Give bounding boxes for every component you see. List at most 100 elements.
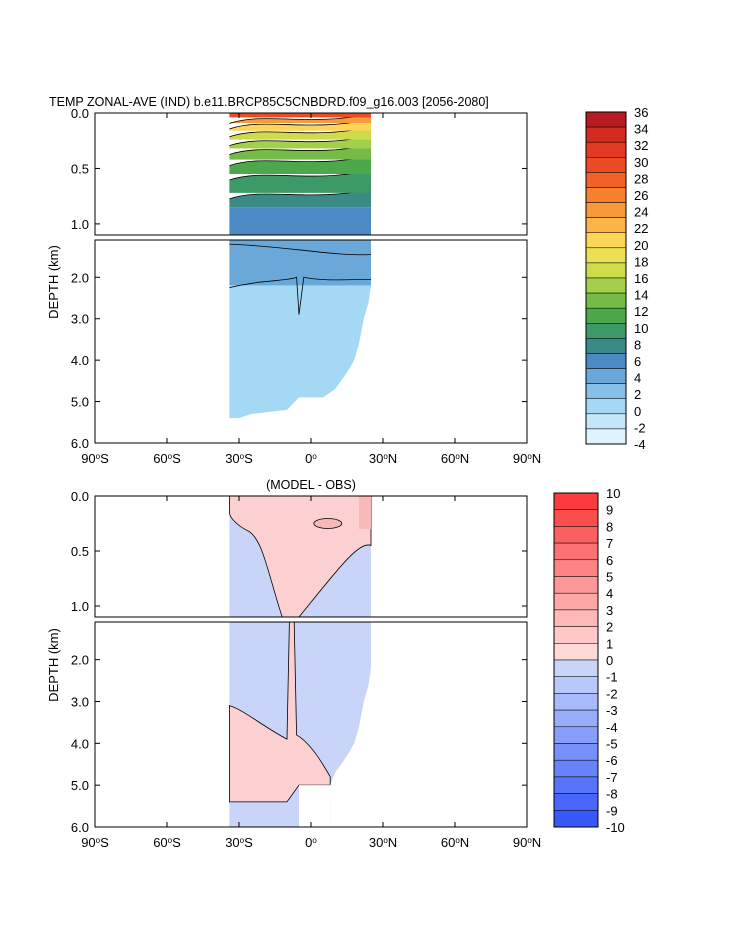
topography-mask [330,668,371,827]
chart-title: (MODEL - OBS) [266,478,356,492]
y-tick-label: 1.0 [71,599,89,614]
colorbar-label: -4 [606,720,618,735]
colorbar-label: 14 [634,288,648,303]
y-axis-label: DEPTH (km) [46,245,61,319]
temp-band [229,113,371,124]
contour-line [229,276,372,315]
warm-core [359,496,371,529]
colorbar-swatch [553,576,599,594]
y-tick-label: 0.5 [71,544,89,559]
colorbar-label: 8 [606,519,613,534]
warm-region [229,622,331,803]
x-tick-label: 60oS [153,451,181,466]
colorbar-swatch [585,368,627,384]
colorbar-label: 10 [634,321,648,336]
colorbar-label: 16 [634,271,648,286]
colorbar-swatch [553,726,599,744]
colorbar-label: -6 [606,753,618,768]
colorbar-swatch [553,643,599,661]
colorbar-swatch [585,353,627,369]
colorbar-label: 9 [606,503,613,518]
colorbar-label: 6 [606,553,613,568]
colorbar-label: 4 [606,586,613,601]
y-tick-label: 3.0 [71,694,89,709]
colorbar-label: 20 [634,238,648,253]
temp-band [229,127,371,140]
colorbar-swatch [585,383,627,399]
colorbar-label: -8 [606,787,618,802]
colorbar-swatch [585,111,627,128]
colorbar-label: 5 [606,570,613,585]
colorbar-frame [585,111,627,445]
colorbar-label: 12 [634,304,648,319]
difference-panel: (MODEL - OBS) 0.0 0.5 1.0 2.0 3.0 4.0 5.0 6.0 DEP… [46,478,625,850]
temp-band [229,170,371,193]
colorbar-label: -9 [606,803,618,818]
y-tick-label: 4.0 [71,353,89,368]
x-tick-label: 30oN [369,835,397,850]
colorbar-swatch [585,217,627,233]
colorbar-label: -7 [606,770,618,785]
colorbar-label: -4 [634,437,646,452]
y-tick-label: 1.0 [71,217,89,232]
y-tick-label: 0.5 [71,161,89,176]
colorbar-swatch [553,776,599,794]
temp-band [229,144,371,160]
colorbar-swatch [553,542,599,561]
chart-title: TEMP ZONAL-AVE (IND) b.e11.BRCP85C5CNBDR… [49,95,489,109]
x-tick-label: 90oS [81,451,109,466]
colorbar-label: -1 [606,670,618,685]
colorbar-swatch [553,559,599,577]
colorbar-swatch [553,626,599,644]
temperature-panel: TEMP ZONAL-AVE (IND) b.e11.BRCP85C5CNBDR… [46,95,648,466]
colorbar-swatch [553,676,599,694]
y-tick-label: 3.0 [71,312,89,327]
warm-core [313,518,343,529]
colorbar-swatch [553,526,599,544]
temp-band [229,113,371,118]
x-tick-label: 30oS [225,451,253,466]
colorbar-frame [553,492,599,828]
colorbar-swatch [585,398,627,415]
colorbar-swatch [585,262,627,279]
colorbar-swatch [553,609,599,627]
y-tick-label: 5.0 [71,778,89,793]
colorbar-label: 0 [606,653,613,668]
colorbar-swatch [585,187,627,203]
colorbar-swatch [553,810,599,828]
x-tick-label: 60oN [441,451,469,466]
temp-band [229,155,371,174]
colorbar-label: -3 [606,703,618,718]
colorbar-label: 36 [634,105,648,120]
colorbar-label: 4 [634,371,641,386]
colorbar-label: 18 [634,254,648,269]
colorbar-label: 2 [634,387,641,402]
colorbar-label: 10 [606,486,620,501]
colorbar-label: 3 [606,603,613,618]
colorbar-swatch [585,323,627,339]
colorbar-label: 6 [634,354,641,369]
colorbar-swatch [553,743,599,761]
x-tick-label: 90oN [513,835,541,850]
colorbar-swatch [585,157,627,173]
x-tick-label: 90oS [81,835,109,850]
y-tick-label: 0.0 [71,489,89,504]
x-tick-label: 0o [305,835,317,850]
colorbar-swatch [585,428,627,445]
colorbar-swatch [553,709,599,728]
colorbar-swatch [585,141,627,158]
colorbar-label: 22 [634,221,648,236]
colorbar-swatch [585,338,627,354]
colorbar-label: -5 [606,737,618,752]
x-tick-label: 60oS [153,835,181,850]
temp-band [229,136,371,149]
x-tick-label: 30oN [369,451,397,466]
colorbar-label: 32 [634,138,648,153]
y-tick-label: 2.0 [71,653,89,668]
colorbar-label: 28 [634,171,648,186]
colorbar-swatch [585,413,627,430]
y-tick-label: 0.0 [71,106,89,121]
colorbar-swatch [553,759,599,778]
colorbar-label: 1 [606,636,613,651]
